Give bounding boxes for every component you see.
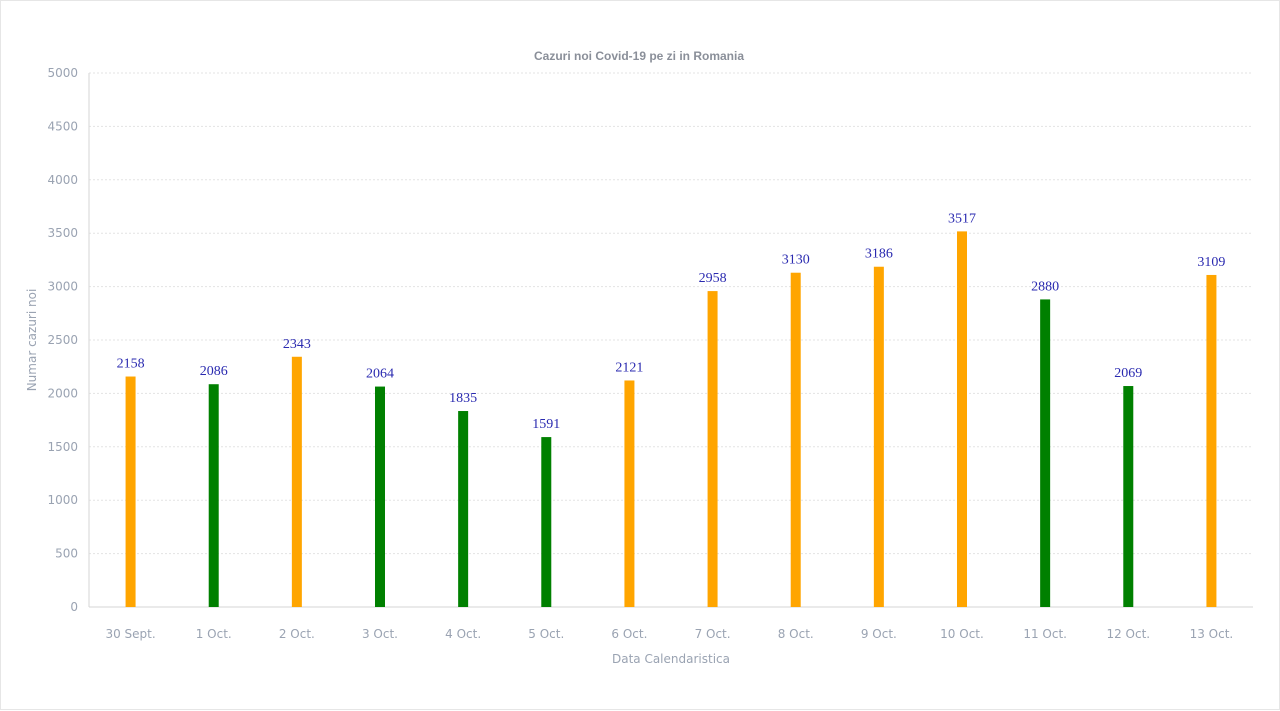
- x-tick-label: 10 Oct.: [940, 627, 984, 641]
- bars-layer: [125, 231, 1217, 607]
- data-label: 1835: [449, 391, 477, 406]
- data-label: 2121: [615, 360, 643, 375]
- bar[interactable]: [375, 386, 385, 607]
- y-tick-label: 3000: [47, 280, 78, 294]
- y-tick-label: 500: [55, 547, 78, 561]
- data-label: 3517: [948, 211, 976, 226]
- data-label: 2958: [699, 271, 727, 286]
- x-tick-label: 12 Oct.: [1106, 627, 1150, 641]
- bar[interactable]: [957, 231, 967, 607]
- x-tick-label: 8 Oct.: [778, 627, 814, 641]
- bar[interactable]: [1123, 386, 1134, 607]
- y-tick-label: 5000: [47, 66, 78, 80]
- y-tick-label: 0: [70, 600, 78, 614]
- x-tick-label: 9 Oct.: [861, 627, 897, 641]
- bar[interactable]: [208, 384, 219, 607]
- x-tick-label: 7 Oct.: [695, 627, 731, 641]
- bar[interactable]: [624, 380, 635, 607]
- y-tick-label: 2500: [47, 333, 78, 347]
- data-label: 3109: [1197, 255, 1225, 270]
- y-tick-label: 2000: [47, 386, 78, 400]
- bar[interactable]: [1206, 274, 1217, 607]
- bar[interactable]: [790, 272, 801, 607]
- x-tick-label: 30 Sept.: [105, 627, 155, 641]
- y-tick-label: 1500: [47, 440, 78, 454]
- x-tick-label: 1 Oct.: [196, 627, 232, 641]
- x-axis-label: Data Calendaristica: [612, 652, 730, 666]
- data-label: 2343: [283, 337, 311, 352]
- data-label: 1591: [532, 417, 560, 432]
- bar[interactable]: [125, 376, 136, 607]
- y-tick-label: 4000: [47, 173, 78, 187]
- chart-title: Cazuri noi Covid-19 pe zi in Romania: [534, 49, 744, 63]
- data-label: 2158: [117, 357, 145, 372]
- labels-layer: 2158 2086 2343 2064 1835 1591 2121 2958 3130 3186…: [117, 211, 1226, 432]
- y-tick-label: 3500: [47, 226, 78, 240]
- grid-layer: [89, 72, 1253, 555]
- x-tick-label: 3 Oct.: [362, 627, 398, 641]
- data-label: 2880: [1031, 279, 1059, 294]
- bar[interactable]: [873, 266, 884, 607]
- x-tick-label: 5 Oct.: [528, 627, 564, 641]
- bar[interactable]: [458, 411, 469, 607]
- x-tick-label: 11 Oct.: [1023, 627, 1067, 641]
- bar[interactable]: [707, 291, 718, 607]
- data-label: 3186: [865, 247, 893, 262]
- x-tick-label: 6 Oct.: [611, 627, 647, 641]
- bar[interactable]: [1040, 299, 1051, 607]
- data-label: 2064: [366, 367, 394, 382]
- data-label: 3130: [782, 253, 810, 268]
- x-tick-label: 13 Oct.: [1190, 627, 1234, 641]
- y-tick-label: 1000: [47, 493, 78, 507]
- bar[interactable]: [541, 437, 552, 607]
- bar[interactable]: [291, 356, 302, 607]
- y-tick-label: 4500: [47, 119, 78, 133]
- axis-layer: 0 500 1000 1500 2000 2500 3000 3500 4000 4500 5000…: [47, 66, 1253, 641]
- x-tick-label: 2 Oct.: [279, 627, 315, 641]
- data-label: 2086: [200, 364, 228, 379]
- x-tick-label: 4 Oct.: [445, 627, 481, 641]
- data-label: 2069: [1114, 366, 1142, 381]
- y-axis-label: Numar cazuri noi: [25, 289, 39, 392]
